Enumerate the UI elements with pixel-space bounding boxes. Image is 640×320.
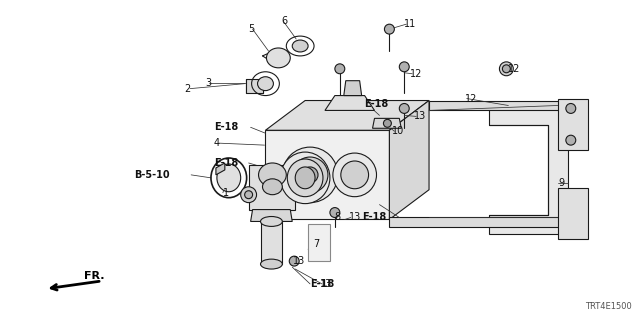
Text: B-5-10: B-5-10 <box>134 170 170 180</box>
Polygon shape <box>216 163 225 175</box>
Polygon shape <box>266 130 389 220</box>
Text: 1: 1 <box>223 188 229 198</box>
Circle shape <box>502 65 510 73</box>
Text: 8: 8 <box>334 212 340 222</box>
Circle shape <box>566 135 576 145</box>
Circle shape <box>499 62 513 76</box>
Ellipse shape <box>287 159 323 197</box>
Polygon shape <box>266 100 429 130</box>
Polygon shape <box>488 106 568 234</box>
Ellipse shape <box>292 157 328 193</box>
Polygon shape <box>260 221 282 264</box>
Ellipse shape <box>262 179 282 195</box>
Polygon shape <box>389 100 429 220</box>
Polygon shape <box>429 100 568 110</box>
Circle shape <box>241 187 257 203</box>
Ellipse shape <box>260 259 282 269</box>
Text: 5: 5 <box>248 24 255 34</box>
Text: 12: 12 <box>410 69 422 79</box>
Circle shape <box>385 24 394 34</box>
Ellipse shape <box>257 77 273 91</box>
Circle shape <box>566 103 576 113</box>
Ellipse shape <box>302 167 318 183</box>
Polygon shape <box>372 118 401 128</box>
Polygon shape <box>248 165 295 210</box>
Polygon shape <box>251 210 292 221</box>
Circle shape <box>330 208 340 218</box>
Ellipse shape <box>282 147 338 203</box>
Polygon shape <box>558 188 588 239</box>
Text: TRT4E1500: TRT4E1500 <box>586 302 632 311</box>
Text: E-18: E-18 <box>214 158 238 168</box>
Text: 3: 3 <box>205 78 211 88</box>
Ellipse shape <box>260 217 282 227</box>
Circle shape <box>244 191 253 199</box>
Polygon shape <box>308 224 330 261</box>
Text: 13: 13 <box>293 256 305 266</box>
Ellipse shape <box>280 152 330 204</box>
Text: 7: 7 <box>313 239 319 249</box>
Text: 13: 13 <box>320 279 332 289</box>
Circle shape <box>289 256 299 266</box>
Ellipse shape <box>295 167 315 189</box>
Text: 12: 12 <box>465 93 477 104</box>
Text: 13: 13 <box>349 212 361 222</box>
Text: 9: 9 <box>558 178 564 188</box>
Text: E-18: E-18 <box>310 279 334 289</box>
Text: 2: 2 <box>184 84 191 94</box>
Text: 12: 12 <box>508 64 521 74</box>
Circle shape <box>399 103 409 113</box>
Polygon shape <box>325 96 374 110</box>
Text: 4: 4 <box>214 138 220 148</box>
Text: E-18: E-18 <box>365 100 389 109</box>
Text: E-18: E-18 <box>362 212 386 222</box>
Circle shape <box>383 119 392 127</box>
Polygon shape <box>246 79 262 92</box>
Text: 6: 6 <box>282 16 287 26</box>
Ellipse shape <box>259 163 286 187</box>
Polygon shape <box>344 81 362 96</box>
Ellipse shape <box>341 161 369 189</box>
Ellipse shape <box>333 153 376 197</box>
Text: E-18: E-18 <box>214 122 238 132</box>
Ellipse shape <box>217 164 241 192</box>
Circle shape <box>335 64 345 74</box>
Text: 10: 10 <box>392 126 404 136</box>
Text: 11: 11 <box>404 19 417 29</box>
Polygon shape <box>558 99 588 150</box>
Ellipse shape <box>266 48 291 68</box>
Ellipse shape <box>292 40 308 52</box>
Circle shape <box>399 62 409 72</box>
Polygon shape <box>389 218 568 228</box>
Text: FR.: FR. <box>84 271 104 281</box>
Text: 13: 13 <box>414 111 426 121</box>
